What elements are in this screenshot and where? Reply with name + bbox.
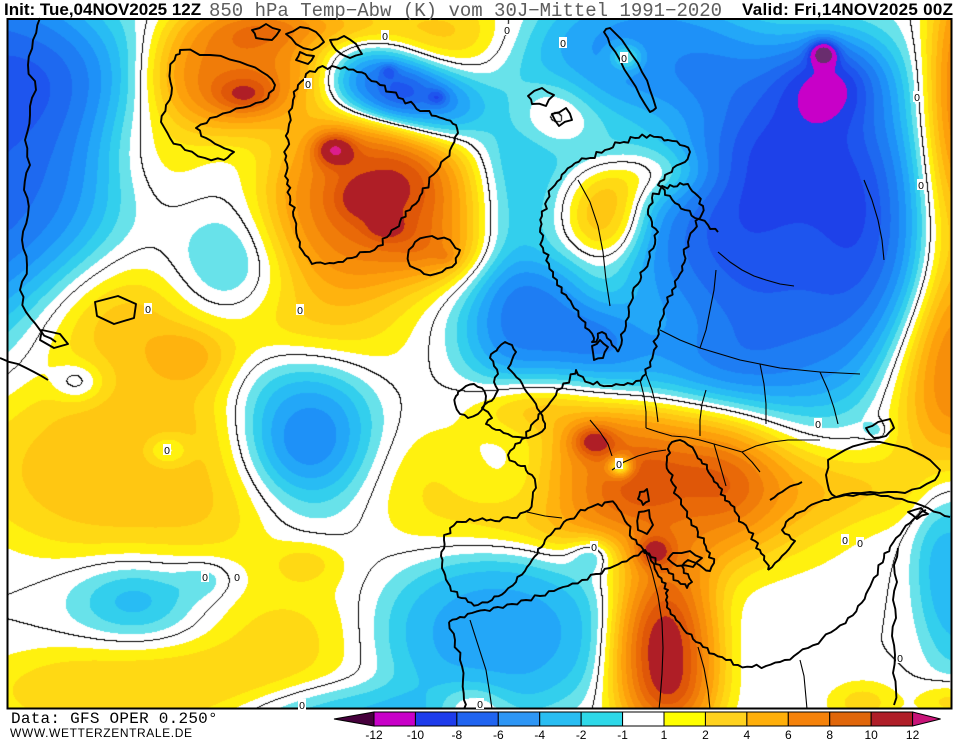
svg-text:0: 0: [297, 305, 303, 317]
svg-text:0: 0: [918, 180, 924, 192]
svg-text:-6: -6: [493, 728, 504, 741]
svg-text:0: 0: [857, 538, 863, 550]
svg-text:-8: -8: [452, 728, 463, 741]
svg-text:0: 0: [560, 38, 566, 50]
svg-text:-10: -10: [407, 728, 425, 741]
svg-text:-12: -12: [365, 728, 383, 741]
svg-text:-2: -2: [576, 728, 587, 741]
svg-text:0: 0: [145, 304, 151, 316]
svg-text:0: 0: [591, 542, 597, 554]
svg-text:0: 0: [477, 699, 483, 711]
svg-text:2: 2: [702, 728, 709, 741]
svg-text:0: 0: [504, 25, 510, 37]
svg-text:0: 0: [382, 31, 388, 43]
svg-text:0: 0: [842, 535, 848, 547]
svg-text:0: 0: [305, 79, 311, 91]
svg-text:12: 12: [906, 728, 920, 741]
svg-text:0: 0: [299, 700, 305, 712]
svg-text:0: 0: [914, 92, 920, 104]
svg-text:0: 0: [202, 572, 208, 584]
svg-text:0: 0: [621, 53, 627, 65]
svg-text:0: 0: [234, 572, 240, 584]
svg-text:0: 0: [815, 419, 821, 431]
svg-text:-1: -1: [617, 728, 628, 741]
svg-text:0: 0: [616, 459, 622, 471]
svg-text:0: 0: [897, 653, 903, 665]
svg-text:1: 1: [661, 728, 668, 741]
svg-text:8: 8: [826, 728, 833, 741]
svg-text:4: 4: [744, 728, 751, 741]
svg-text:0: 0: [164, 445, 170, 457]
svg-text:10: 10: [864, 728, 878, 741]
svg-text:6: 6: [785, 728, 792, 741]
svg-text:-4: -4: [534, 728, 545, 741]
